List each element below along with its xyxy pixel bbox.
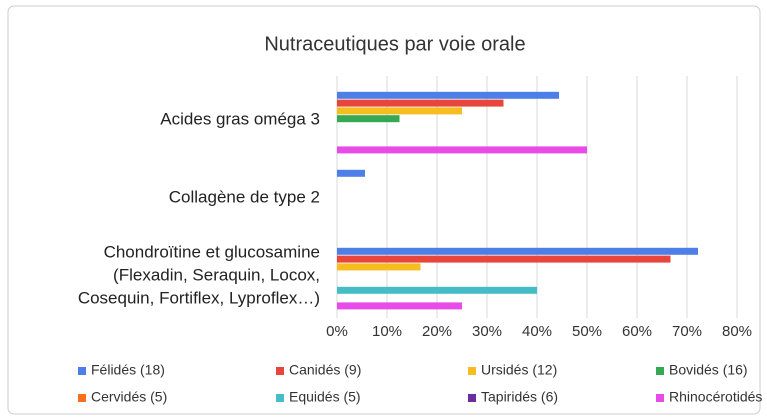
bar bbox=[337, 99, 504, 107]
bar bbox=[337, 247, 698, 255]
x-tick-label: 60% bbox=[622, 323, 652, 340]
bar bbox=[337, 302, 462, 310]
bar bbox=[337, 169, 365, 177]
legend-swatch bbox=[276, 367, 284, 375]
legend-swatch bbox=[656, 394, 664, 402]
legend-swatch bbox=[78, 394, 86, 402]
bar bbox=[337, 286, 537, 294]
legend-swatch bbox=[78, 367, 86, 375]
x-tick-label: 30% bbox=[472, 323, 502, 340]
legend-label: Félidés (18) bbox=[91, 362, 165, 378]
legend-label: Bovidés (16) bbox=[669, 362, 748, 378]
legend-swatch bbox=[468, 394, 476, 402]
x-tick-label: 40% bbox=[522, 323, 552, 340]
x-tick-label: 0% bbox=[326, 323, 348, 340]
bar bbox=[337, 107, 462, 115]
x-tick-label: 70% bbox=[672, 323, 702, 340]
legend-label: Ursidés (12) bbox=[481, 362, 557, 378]
x-tick-label: 50% bbox=[572, 323, 602, 340]
legend-swatch bbox=[276, 394, 284, 402]
legend-label: Rhinocérotidés (4) bbox=[669, 389, 767, 405]
bar bbox=[337, 146, 587, 154]
legend-label: Tapiridés (6) bbox=[481, 389, 558, 405]
bar bbox=[337, 255, 671, 263]
legend-label: Equidés (5) bbox=[289, 389, 361, 405]
y-tick-label: Collagène de type 2 bbox=[168, 187, 320, 207]
x-tick-label: 80% bbox=[722, 323, 752, 340]
legend-label: Canidés (9) bbox=[289, 362, 361, 378]
chart-frame bbox=[7, 5, 761, 415]
x-tick-label: 10% bbox=[372, 323, 402, 340]
legend-swatch bbox=[468, 367, 476, 375]
y-tick-label: Acides gras oméga 3 bbox=[160, 109, 320, 129]
chart-title: Nutraceutiques par voie orale bbox=[264, 33, 525, 55]
bar bbox=[337, 91, 559, 99]
x-tick-label: 20% bbox=[422, 323, 452, 340]
bar bbox=[337, 263, 421, 271]
y-tick-label: Chondroïtine et glucosamine (Flexadin, S… bbox=[77, 242, 320, 308]
legend-label: Cervidés (5) bbox=[91, 389, 167, 405]
bar bbox=[337, 115, 400, 123]
legend-swatch bbox=[656, 367, 664, 375]
